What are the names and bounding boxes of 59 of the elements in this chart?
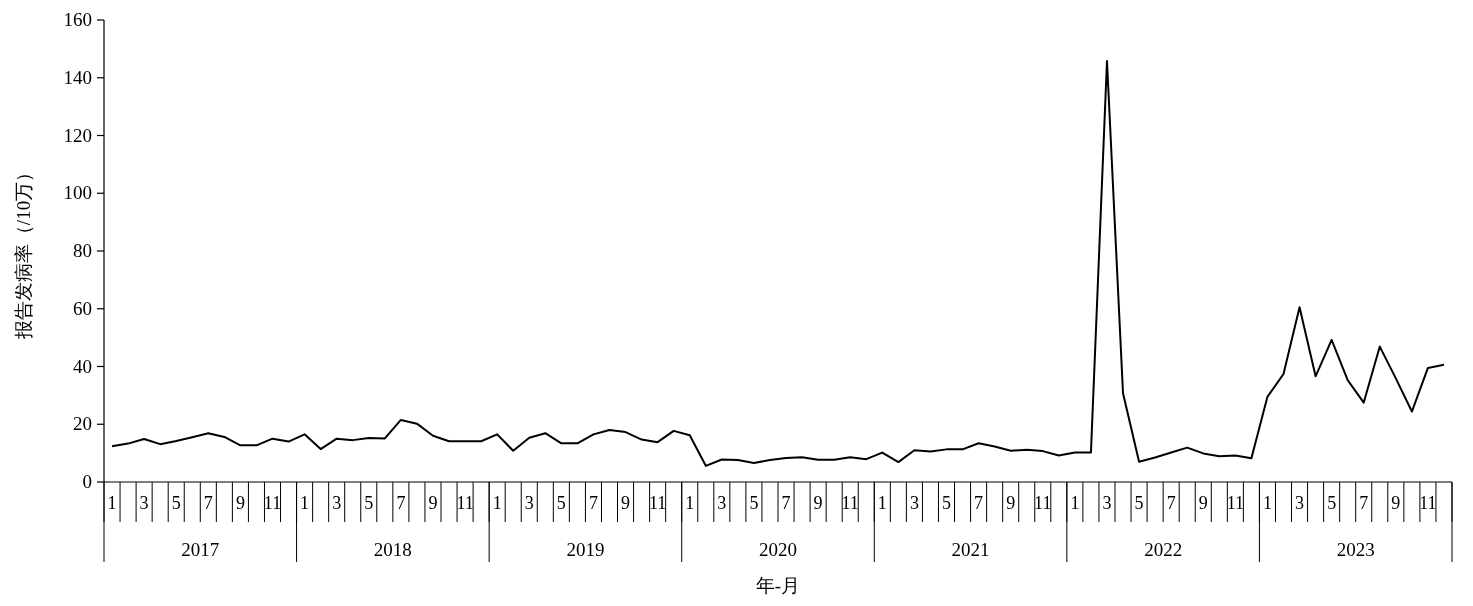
x-tick-label: 3 <box>717 493 727 513</box>
x-axis-title: 年-月 <box>755 575 801 596</box>
x-tick-label: 1 <box>107 493 117 513</box>
text: 2020 <box>759 539 797 560</box>
x-tick-label: 7 <box>203 493 213 513</box>
x-tick-label: 9 <box>1391 493 1401 513</box>
x-tick-label: 5 <box>556 493 566 513</box>
x-tick-label: 9 <box>1006 493 1016 513</box>
y-tick-label: 120 <box>63 124 92 146</box>
y-tick-label: 160 <box>63 9 92 30</box>
y-tick-label: 40 <box>73 355 92 377</box>
y-tick-label: 80 <box>73 240 92 261</box>
x-tick-label: 9 <box>813 493 823 513</box>
y-tick-label: 60 <box>73 297 92 319</box>
x-tick-label: 9 <box>428 493 438 513</box>
x-tick-label: 7 <box>781 493 791 513</box>
x-tick-label: 5 <box>364 493 374 513</box>
x-tick-label: 1 <box>492 493 502 513</box>
text: 2018 <box>373 539 412 560</box>
x-tick-label: 11 <box>263 493 282 513</box>
x-tick-label: 3 <box>139 493 149 513</box>
x-tick-label: 3 <box>1102 493 1112 513</box>
y-tick-label: 20 <box>73 413 92 435</box>
text: 2023 <box>1336 539 1375 560</box>
x-tick-label: 5 <box>1327 493 1337 513</box>
x-tick-label: 1 <box>877 493 887 513</box>
x-tick-label: 5 <box>1134 493 1144 513</box>
text: 2022 <box>1144 539 1183 560</box>
x-tick-label: 1 <box>685 493 695 513</box>
y-axis-title: 报告发病率（/10万） <box>13 162 34 341</box>
y-tick-label: 140 <box>63 66 92 88</box>
x-tick-label: 3 <box>332 493 342 513</box>
x-tick-label: 11 <box>1226 493 1245 513</box>
x-tick-label: 5 <box>749 493 759 513</box>
x-tick-label: 9 <box>235 493 245 513</box>
text: 2017 <box>181 539 220 560</box>
x-tick-label: 7 <box>1359 493 1369 513</box>
text: 2021 <box>951 539 990 560</box>
x-tick-label: 7 <box>1166 493 1176 513</box>
y-tick-label: 0 <box>82 471 92 492</box>
x-tick-label: 3 <box>1295 493 1305 513</box>
x-tick-label: 7 <box>588 493 598 513</box>
x-tick-label: 5 <box>171 493 181 513</box>
x-tick-label: 1 <box>1262 493 1272 513</box>
x-tick-label: 7 <box>396 493 406 513</box>
x-tick-label: 9 <box>1198 493 1208 513</box>
x-tick-label: 1 <box>300 493 310 513</box>
x-tick-label: 3 <box>524 493 534 513</box>
x-tick-label: 11 <box>841 493 859 513</box>
line-series <box>111 60 1445 467</box>
x-tick-label: 11 <box>648 493 667 513</box>
x-tick-label: 5 <box>942 493 951 513</box>
x-tick-label: 9 <box>621 493 631 513</box>
text: 2019 <box>566 539 605 560</box>
x-tick-label: 3 <box>909 493 919 513</box>
x-tick-label: 1 <box>1070 493 1080 513</box>
y-tick-label: 100 <box>63 182 92 204</box>
x-tick-label: 7 <box>974 493 984 513</box>
x-tick-label: 11 <box>456 493 474 513</box>
